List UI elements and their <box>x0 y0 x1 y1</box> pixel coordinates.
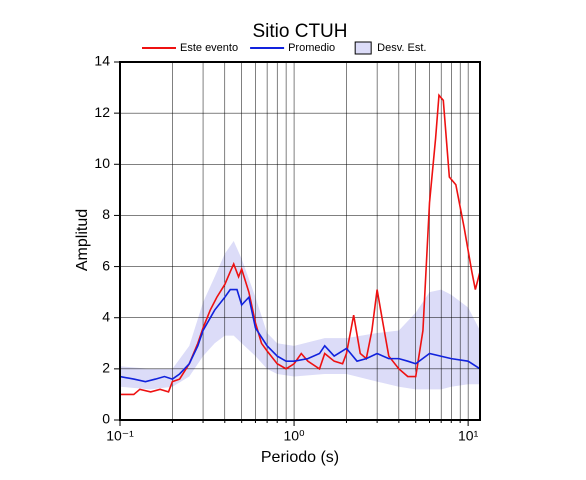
y-tick-label: 12 <box>94 104 110 120</box>
y-tick-label: 4 <box>102 308 110 324</box>
y-tick-label: 2 <box>102 360 110 376</box>
x-tick-label: 10¹ <box>458 428 479 444</box>
legend-label: Desv. Est. <box>377 42 426 54</box>
y-tick-label: 14 <box>94 53 110 69</box>
y-tick-label: 8 <box>102 206 110 222</box>
legend-label: Este evento <box>180 42 238 54</box>
y-tick-label: 6 <box>102 257 110 273</box>
x-tick-label: 10⁻¹ <box>106 428 134 444</box>
y-axis-label: Amplitud <box>74 209 91 271</box>
x-axis-label: Periodo (s) <box>261 449 339 466</box>
std-band <box>120 241 480 390</box>
y-tick-label: 10 <box>94 155 110 171</box>
x-tick-label: 10⁰ <box>283 428 305 444</box>
chart-title: Sitio CTUH <box>252 21 347 42</box>
legend-swatch <box>354 41 372 55</box>
y-tick-label: 0 <box>102 411 110 427</box>
series-line <box>119 288 481 383</box>
legend-label: Promedio <box>288 42 335 54</box>
plot-frame <box>119 61 481 421</box>
